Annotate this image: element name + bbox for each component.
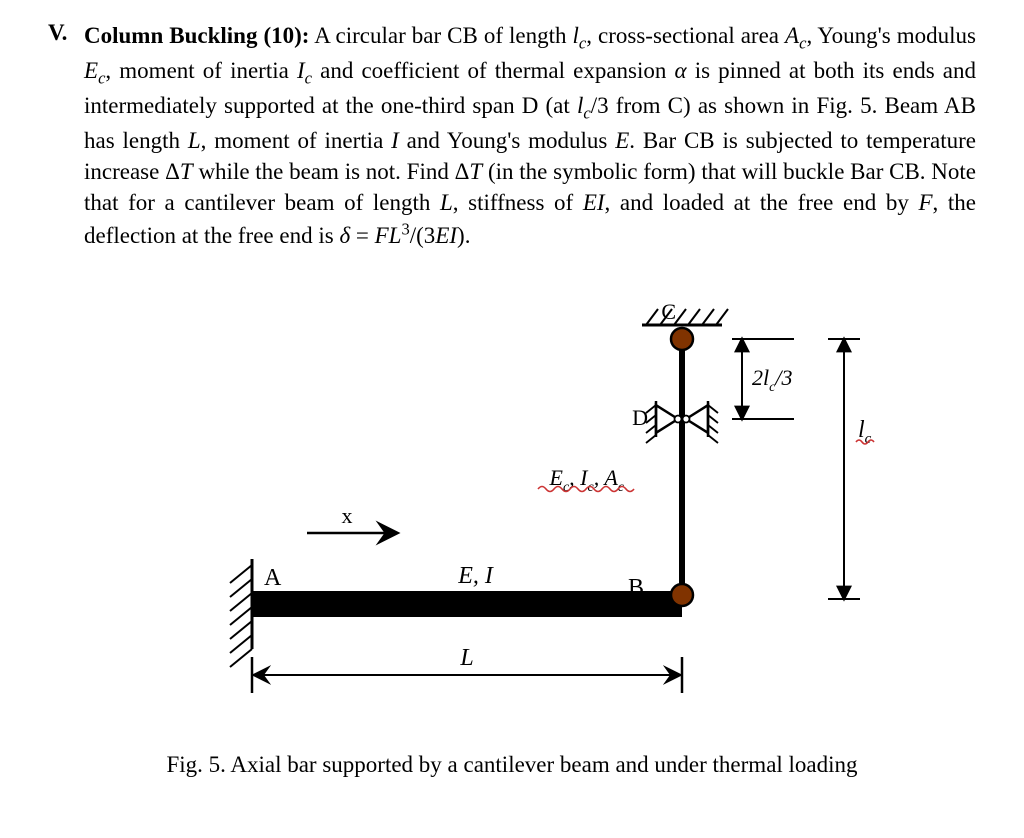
svg-text:D: D <box>632 405 648 430</box>
figure: C D B A Ec, Ic, Ac x E, I L 2lc/3 lc Fig. 5. Axia… <box>48 291 976 778</box>
problem-statement: A circular bar CB of length lc, cross-se… <box>84 23 976 248</box>
svg-text:x: x <box>342 503 353 528</box>
problem-number: V. <box>48 20 84 46</box>
svg-text:C: C <box>661 299 676 324</box>
problem-block: V. Column Buckling (10): A circular bar … <box>48 20 976 251</box>
svg-text:2lc/3: 2lc/3 <box>752 365 792 395</box>
figure-caption: Fig. 5. Axial bar supported by a cantile… <box>48 752 976 778</box>
svg-text:A: A <box>264 565 282 591</box>
svg-text:B: B <box>628 575 644 601</box>
svg-text:E, I: E, I <box>457 563 494 589</box>
figure-svg: C D B A Ec, Ic, Ac x E, I L 2lc/3 lc <box>132 291 892 711</box>
problem-title: Column Buckling (10): <box>84 23 309 48</box>
svg-text:lc: lc <box>858 417 872 447</box>
svg-text:L: L <box>459 645 473 671</box>
svg-text:Ec, Ic, Ac: Ec, Ic, Ac <box>549 465 625 495</box>
problem-text: Column Buckling (10): A circular bar CB … <box>84 20 976 251</box>
